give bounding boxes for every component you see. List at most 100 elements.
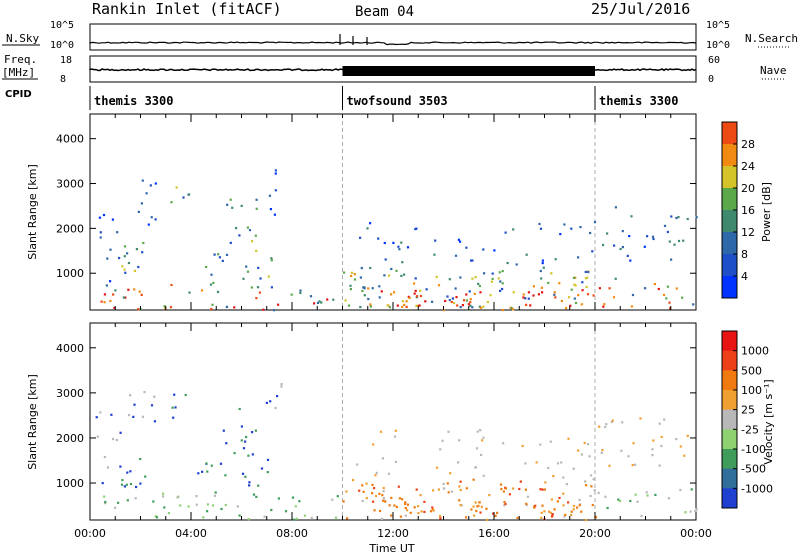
data-cell [442, 487, 446, 490]
data-cell [380, 290, 383, 293]
data-cell [394, 460, 397, 463]
data-cell [103, 495, 106, 498]
data-cell [217, 253, 220, 256]
data-cell [632, 442, 635, 445]
data-cell [560, 461, 563, 464]
data-cell [273, 213, 276, 216]
date-label: 25/Jul/2016 [591, 0, 690, 18]
data-cell [581, 289, 584, 292]
data-cell [559, 233, 562, 236]
data-cell [446, 295, 449, 298]
data-cell [129, 394, 132, 397]
data-cell [353, 273, 356, 276]
data-cell [404, 514, 407, 517]
data-cell [591, 503, 594, 507]
data-cell [503, 501, 506, 504]
panel-frame [89, 113, 697, 311]
data-cell [184, 393, 187, 397]
data-cell [206, 510, 209, 513]
data-cell [268, 194, 271, 197]
data-cell [98, 216, 101, 219]
data-cell [263, 515, 266, 518]
data-cell [512, 228, 515, 231]
data-cell [229, 198, 232, 201]
data-cell [525, 253, 528, 256]
nsearch-tick-top: 10^5 [706, 20, 730, 31]
data-cell [675, 438, 678, 441]
data-cell [527, 291, 530, 294]
data-cell [459, 488, 462, 492]
data-cell [373, 509, 376, 512]
data-cell [478, 501, 481, 504]
data-cell [334, 516, 338, 519]
data-cell [417, 505, 420, 508]
data-cell [390, 267, 393, 271]
data-cell [652, 439, 655, 442]
data-cell [375, 471, 378, 474]
data-cell [549, 511, 552, 514]
data-cell [371, 483, 374, 486]
data-cell [409, 511, 412, 514]
data-cell [630, 215, 633, 218]
data-cell [539, 488, 542, 491]
data-cell [401, 305, 404, 308]
data-cell [679, 488, 682, 492]
data-cell [643, 245, 646, 248]
data-cell [104, 500, 107, 504]
data-cell [152, 500, 155, 503]
data-cell [663, 418, 666, 421]
data-cell [361, 289, 364, 293]
data-cell [592, 294, 595, 297]
data-cell [403, 303, 406, 306]
data-cell [432, 509, 435, 512]
data-cell [522, 293, 525, 296]
data-cell [206, 470, 209, 473]
data-cell [251, 431, 254, 434]
data-cell [99, 411, 102, 414]
data-cell [349, 288, 352, 291]
data-cell [220, 507, 223, 511]
data-cell [498, 271, 501, 274]
data-cell [378, 285, 381, 288]
data-cell [126, 252, 129, 255]
data-cell [591, 250, 594, 253]
data-cell [425, 288, 428, 291]
data-cell [235, 227, 238, 230]
data-cell [274, 406, 277, 410]
data-cell [586, 293, 590, 296]
data-cell [501, 270, 504, 273]
data-cell [205, 265, 208, 269]
data-cell [573, 297, 576, 300]
data-cell [629, 499, 632, 503]
data-cell [394, 429, 397, 432]
data-cell [589, 231, 592, 235]
data-cell [382, 499, 385, 502]
data-cell [682, 239, 685, 242]
data-cell [269, 208, 272, 211]
data-cell [537, 293, 540, 296]
data-cell [684, 511, 687, 514]
data-cell [356, 463, 359, 466]
data-cell [598, 425, 601, 428]
data-cell [386, 304, 389, 307]
data-cell [602, 305, 605, 308]
data-cell [558, 282, 561, 285]
data-cell [246, 226, 249, 229]
data-cell [382, 496, 385, 500]
data-cell [499, 289, 502, 292]
data-cell [634, 463, 637, 466]
data-cell [245, 265, 248, 268]
data-cell [450, 300, 453, 304]
data-cell [270, 286, 273, 289]
nsky-panel-frame [89, 23, 697, 51]
data-cell [298, 500, 301, 503]
data-cell [611, 419, 614, 422]
data-cell [150, 216, 153, 219]
data-cell [276, 395, 279, 398]
data-cell [584, 484, 588, 487]
data-cell [551, 513, 554, 516]
data-cell [631, 293, 635, 297]
data-cell [574, 276, 577, 279]
data-cell [154, 218, 157, 221]
data-cell [270, 259, 273, 262]
